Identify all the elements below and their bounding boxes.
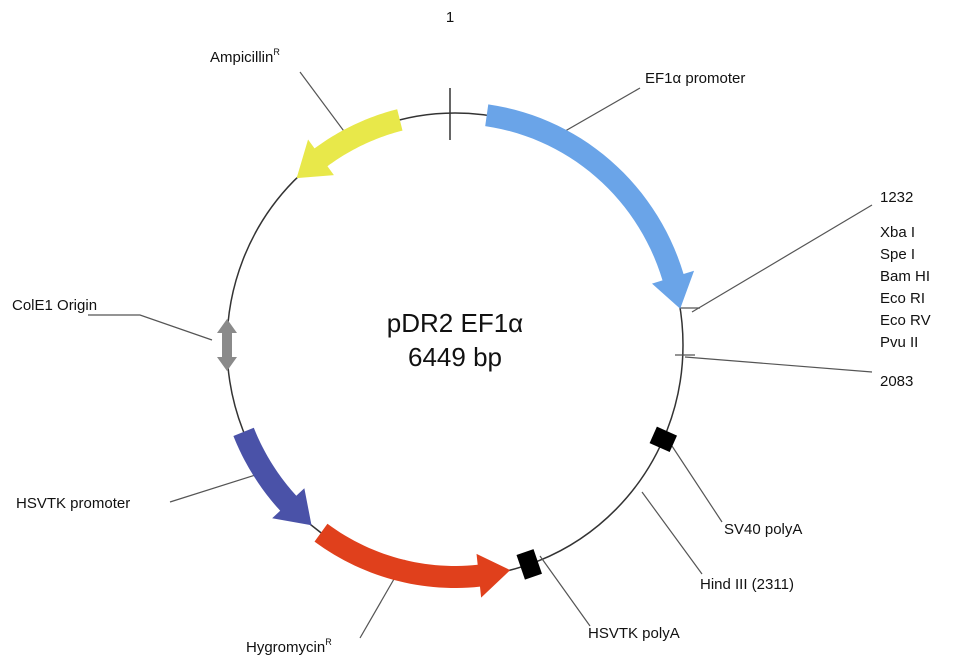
mcs-site: Spe I: [880, 246, 915, 263]
superscript: R: [325, 637, 332, 647]
hsvtk-polya-label: HSVTK polyA: [588, 625, 680, 642]
hygromycin-arrow: [314, 523, 511, 598]
plasmid-size: 6449 bp: [408, 342, 502, 372]
mcs-site: Xba I: [880, 224, 915, 241]
ef1a-label: EF1α promoter: [645, 70, 745, 87]
leader-lines: [88, 71, 873, 639]
hsvtk-promoter-arrow: [233, 427, 312, 526]
ampicillin-label: AmpicillinR: [210, 47, 280, 66]
sv40-polya-box: [649, 426, 677, 453]
hygromycin-label: HygromycinR: [246, 637, 332, 656]
hsvtk-promoter-label: HSVTK promoter: [16, 495, 130, 512]
cole1-label: ColE1 Origin: [12, 297, 97, 314]
cole1-marker: [217, 319, 237, 371]
ampicillin-arrow: [296, 109, 403, 179]
label: Ampicillin: [210, 49, 273, 66]
mcs-site: Eco RI: [880, 290, 925, 307]
start-label: 1: [446, 9, 454, 26]
plasmid-name: pDR2 EF1α: [387, 308, 523, 338]
ef1a-arrow: [485, 104, 695, 309]
sv40-label: SV40 polyA: [724, 521, 802, 538]
mcs-end: 2083: [880, 373, 913, 390]
hind3-label: Hind III (2311): [700, 576, 794, 593]
mcs-site: Bam HI: [880, 268, 930, 285]
mcs-site: Pvu II: [880, 334, 918, 351]
hsvtk-polya-box: [516, 549, 542, 580]
mcs-site: Eco RV: [880, 312, 931, 329]
label: Hygromycin: [246, 639, 325, 656]
mcs-start: 1232: [880, 189, 913, 206]
superscript: R: [273, 47, 280, 57]
